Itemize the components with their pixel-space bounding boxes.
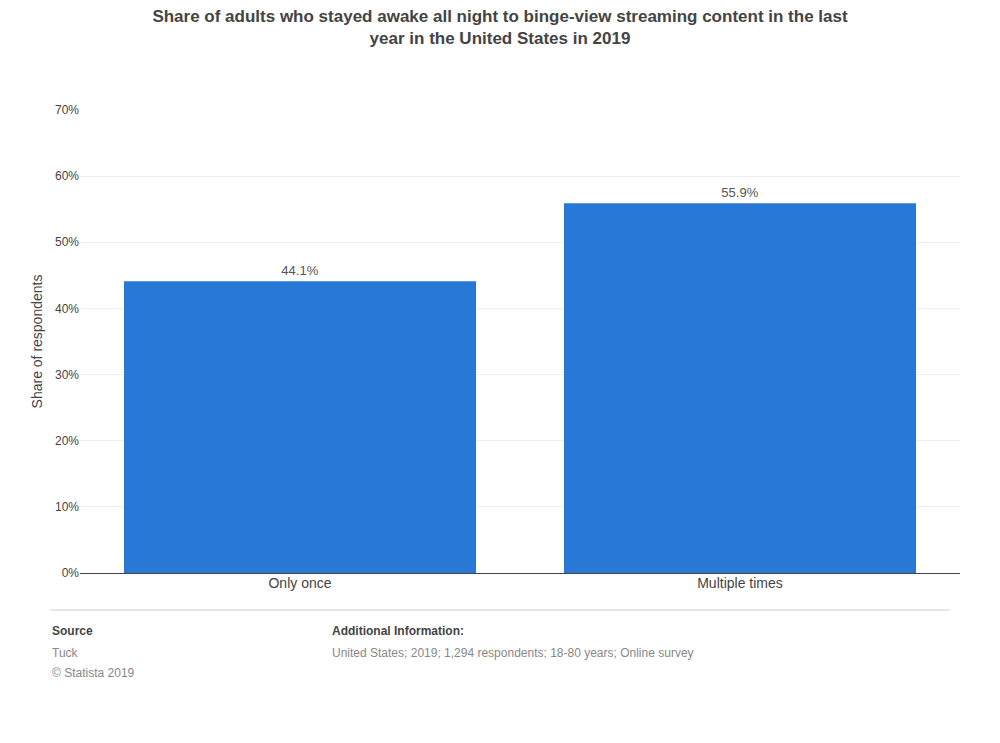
svg-text:60%: 60% [55, 169, 79, 183]
svg-text:70%: 70% [55, 103, 79, 117]
svg-text:Source: Source [52, 624, 93, 638]
svg-text:40%: 40% [55, 302, 79, 316]
svg-text:30%: 30% [55, 368, 79, 382]
svg-text:10%: 10% [55, 500, 79, 514]
svg-text:Additional Information:: Additional Information: [332, 624, 464, 638]
svg-text:Tuck: Tuck [52, 646, 79, 660]
svg-text:20%: 20% [55, 434, 79, 448]
svg-text:0%: 0% [62, 566, 80, 580]
svg-text:55.9%: 55.9% [721, 185, 758, 200]
svg-text:Only once: Only once [268, 575, 331, 591]
svg-text:50%: 50% [55, 235, 79, 249]
svg-text:United States; 2019; 1,294 res: United States; 2019; 1,294 respondents; … [332, 646, 694, 660]
svg-text:Share of adults who stayed awa: Share of adults who stayed awake all nig… [152, 7, 848, 48]
svg-text:Share of respondents: Share of respondents [29, 275, 45, 409]
svg-text:44.1%: 44.1% [281, 263, 318, 278]
svg-text:Multiple times: Multiple times [697, 575, 783, 591]
svg-text:© Statista 2019: © Statista 2019 [52, 666, 135, 680]
